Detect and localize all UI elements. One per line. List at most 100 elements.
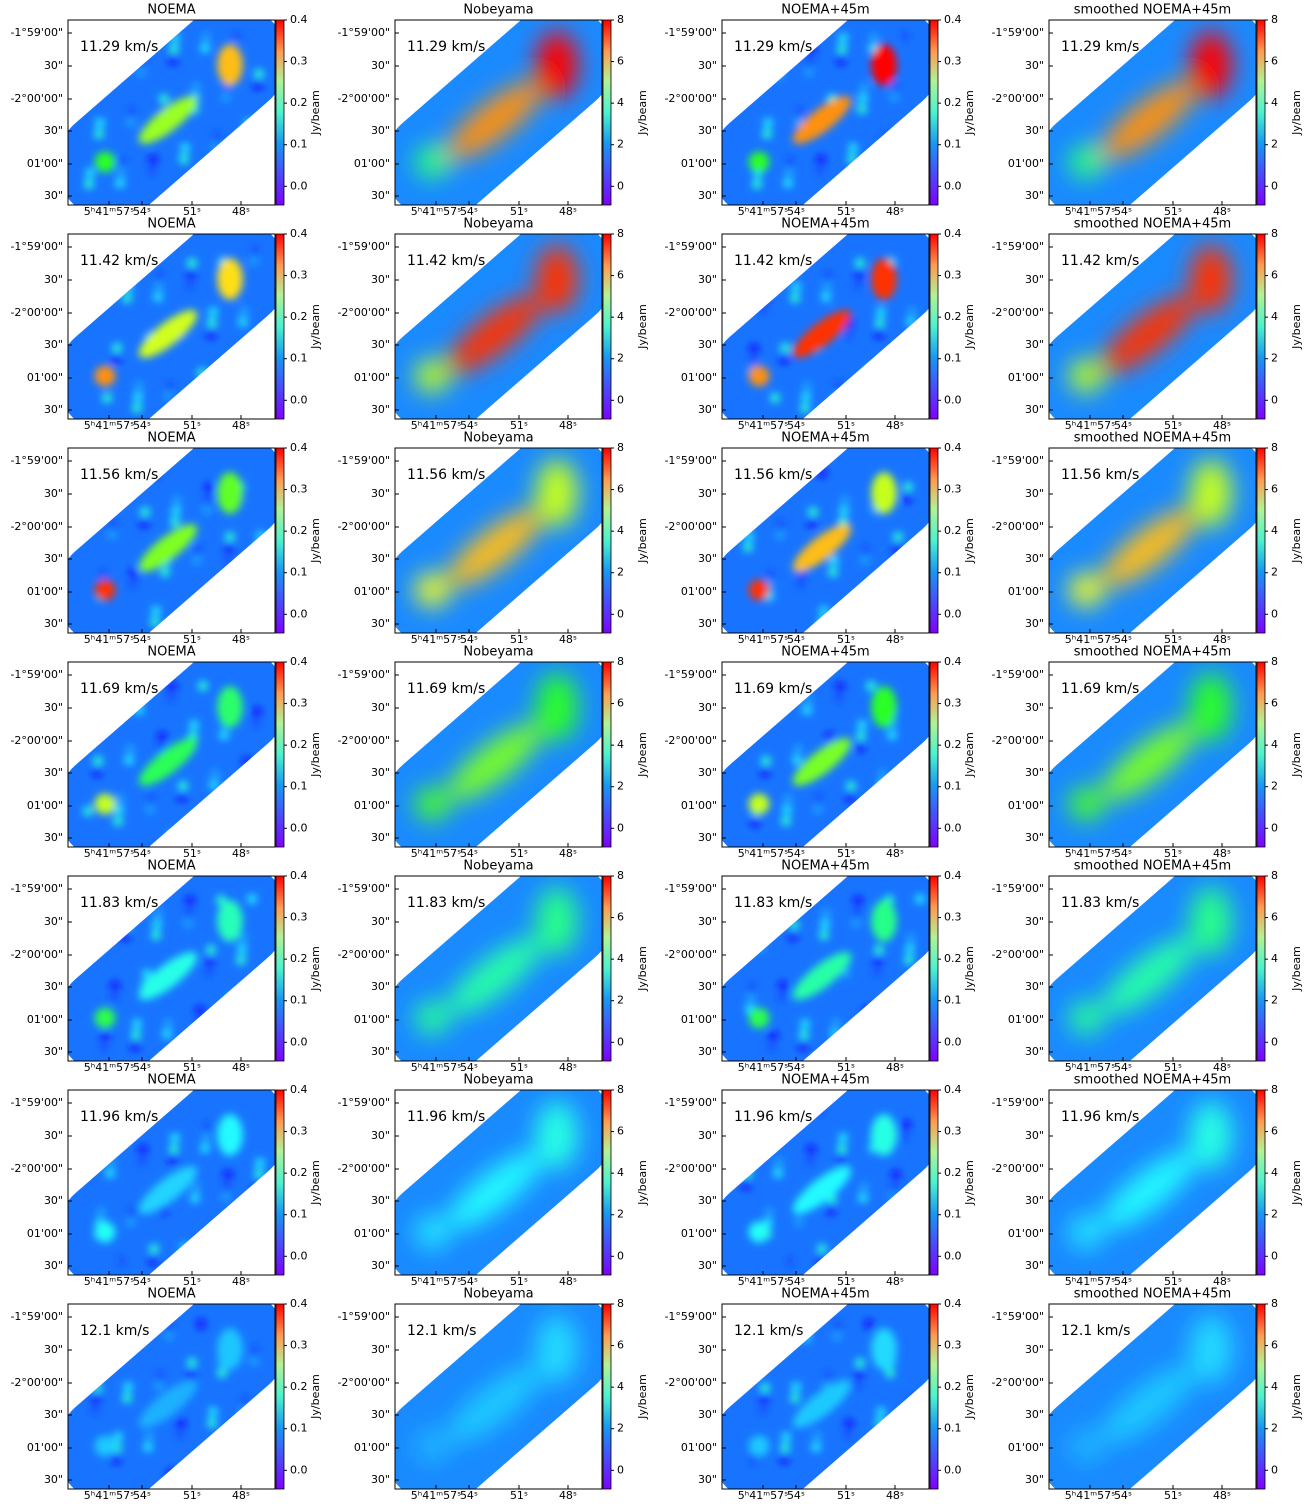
y-tick-label: 30" — [1025, 1473, 1044, 1486]
noise — [245, 592, 255, 602]
emission — [1069, 1101, 1232, 1249]
noise — [258, 993, 268, 1003]
axes-frame — [1048, 1303, 1257, 1490]
noise — [157, 732, 167, 742]
panel: NOEMA 11.29 km/s -1°59'00" 30" -2°00'00" 30" 0… — [10, 3, 322, 219]
y-tick-label: -1°59'00" — [991, 454, 1044, 467]
x-tick-label: 51ˢ — [183, 419, 201, 432]
noise — [825, 732, 835, 742]
noise — [132, 403, 142, 413]
sw-source — [1069, 1001, 1103, 1035]
colorbar-tick-label: 8 — [617, 1297, 624, 1310]
noise — [865, 368, 875, 378]
sw-source — [415, 1215, 449, 1249]
ne-source — [217, 900, 243, 942]
noise — [780, 1443, 790, 1453]
colorbar-label: Jy/beam — [309, 946, 322, 992]
x-tick-label: 51ˢ — [183, 1489, 201, 1502]
noise — [830, 1029, 840, 1039]
noise — [833, 1320, 843, 1330]
colorbar-tick-label: 4 — [617, 1380, 624, 1393]
noise — [154, 281, 164, 291]
noise — [148, 155, 158, 165]
colorbar — [275, 1303, 285, 1490]
y-tick-label: -2°00'00" — [664, 734, 717, 747]
x-tick-label: 48ˢ — [232, 1275, 250, 1288]
noise — [100, 1031, 110, 1041]
noise — [901, 180, 911, 190]
colorbar-tick-label: 2 — [1271, 138, 1278, 151]
noise — [256, 531, 266, 541]
colorbar — [1256, 1303, 1266, 1490]
velocity-label: 11.29 km/s — [1061, 39, 1139, 55]
noise — [99, 1042, 109, 1052]
noise — [134, 705, 144, 715]
noise — [853, 280, 863, 290]
noise — [855, 1358, 865, 1368]
noise — [239, 1406, 249, 1416]
noise — [84, 179, 94, 189]
colorbar-tick-label: 6 — [617, 269, 624, 282]
noise — [253, 1180, 263, 1190]
noise — [758, 1405, 768, 1415]
x-tick-label: 5ʰ41ᵐ57ˢ — [1065, 1275, 1115, 1288]
x-tick-label: 54ˢ — [787, 633, 805, 646]
emission — [1069, 459, 1232, 607]
y-tick-label: 30" — [698, 1194, 717, 1207]
colorbar-tick-label: 2 — [617, 352, 624, 365]
noise — [850, 605, 860, 615]
y-tick-label: -1°59'00" — [337, 240, 390, 253]
noise — [123, 1382, 133, 1392]
noise — [152, 919, 162, 929]
noise — [875, 318, 885, 328]
emission — [745, 894, 926, 1053]
noise — [899, 818, 909, 828]
noise — [210, 769, 220, 779]
ne-source — [1190, 1101, 1232, 1169]
filament — [1101, 1151, 1197, 1229]
y-tick-label: 30" — [698, 1259, 717, 1272]
x-tick-label: 54ˢ — [1114, 205, 1132, 218]
y-tick-label: 30" — [698, 831, 717, 844]
colorbar — [1256, 233, 1266, 420]
noise — [203, 494, 213, 504]
noise — [123, 282, 133, 292]
y-tick-label: 01'00" — [27, 1013, 63, 1026]
colorbar-tick-label: 6 — [617, 1339, 624, 1352]
colorbar-tick-label: 0.4 — [290, 1083, 308, 1096]
noise — [774, 1157, 784, 1167]
y-tick-label: 30" — [1025, 338, 1044, 351]
panel: NOEMA 11.42 km/s -1°59'00" 30" -2°00'00" 30" 0… — [10, 217, 322, 433]
panel: NOEMA 11.69 km/s -1°59'00" 30" -2°00'00" 30" 0… — [10, 645, 322, 861]
x-tick-label: 54ˢ — [1114, 847, 1132, 860]
filament — [138, 524, 198, 572]
noise — [760, 1383, 770, 1393]
colorbar-tick-label: 8 — [1271, 227, 1278, 240]
colorbar-label: Jy/beam — [1290, 732, 1303, 778]
noise — [255, 1158, 265, 1168]
noise — [171, 506, 181, 516]
y-tick-label: 30" — [1025, 1129, 1044, 1142]
x-tick-label: 5ʰ41ᵐ57ˢ — [84, 633, 134, 646]
y-tick-label: -2°00'00" — [991, 306, 1044, 319]
noise — [176, 1419, 186, 1429]
y-tick-label: -2°00'00" — [664, 948, 717, 961]
x-tick-label: 51ˢ — [1164, 1061, 1182, 1074]
colorbar-label: Jy/beam — [309, 90, 322, 136]
colorbar — [929, 19, 939, 206]
y-tick-label: 30" — [371, 273, 390, 286]
colorbar-label: Jy/beam — [963, 1160, 976, 1206]
x-tick-label: 48ˢ — [232, 633, 250, 646]
noise — [775, 530, 785, 540]
panel-title: smoothed NOEMA+45m — [1074, 431, 1231, 446]
y-tick-label: -2°00'00" — [337, 520, 390, 533]
y-tick-label: 30" — [1025, 1408, 1044, 1421]
y-tick-label: 01'00" — [1008, 1227, 1044, 1240]
y-tick-label: -2°00'00" — [337, 92, 390, 105]
emission — [415, 245, 578, 393]
noise — [260, 1455, 270, 1465]
y-tick-label: 30" — [44, 403, 63, 416]
y-tick-label: 30" — [1025, 403, 1044, 416]
colorbar-tick-label: 8 — [617, 227, 624, 240]
filament — [447, 1151, 543, 1229]
